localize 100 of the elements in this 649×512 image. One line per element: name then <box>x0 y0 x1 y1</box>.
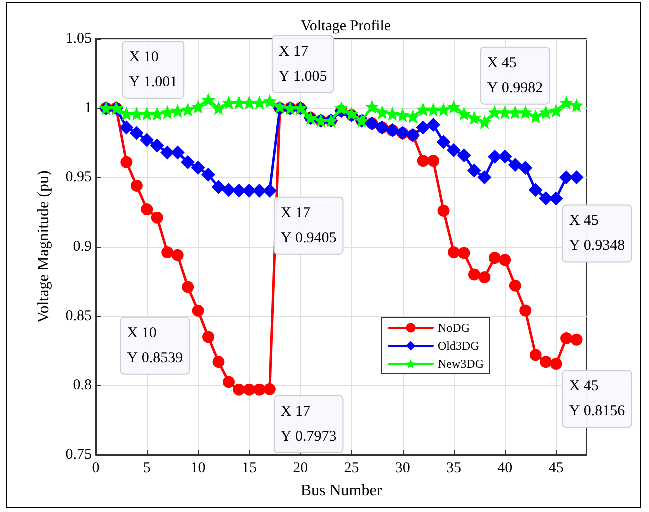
point <box>212 101 226 116</box>
point <box>232 184 246 198</box>
point <box>151 212 164 224</box>
annotation: X 10 Y 0.8539 <box>127 325 184 366</box>
legend-label: New3DG <box>438 357 484 371</box>
point <box>262 184 277 198</box>
point <box>467 164 482 178</box>
annotation: X 17 Y 0.9405 <box>280 205 337 246</box>
point <box>498 105 512 120</box>
point <box>488 252 501 264</box>
point <box>458 247 470 260</box>
point <box>417 155 430 168</box>
annotation: X 45 Y 0.8156 <box>569 378 626 420</box>
point <box>416 102 430 117</box>
point <box>150 138 164 153</box>
annotation: X 45 Y 0.9982 <box>487 55 544 96</box>
point <box>222 183 236 198</box>
point <box>488 105 502 120</box>
x-tick-label: 20 <box>293 460 308 476</box>
x-tick-label: 40 <box>498 460 513 476</box>
point <box>416 120 430 135</box>
legend-label: Old3DG <box>438 339 480 353</box>
point <box>560 170 574 185</box>
point <box>130 106 144 121</box>
point <box>438 204 450 217</box>
point <box>192 304 204 317</box>
point <box>436 102 451 117</box>
y-tick-label: 0.8 <box>73 378 92 394</box>
point <box>457 106 472 121</box>
x-tick-label: 25 <box>344 460 360 476</box>
x-axis-title: Bus Number <box>300 482 383 500</box>
point <box>528 110 543 124</box>
point <box>508 105 522 120</box>
point <box>120 156 133 168</box>
annotation: X 45 Y 0.9348 <box>569 213 626 254</box>
point <box>467 111 482 126</box>
point <box>141 204 154 216</box>
point <box>478 272 491 284</box>
x-tick-label: 10 <box>190 460 206 476</box>
point <box>262 94 277 108</box>
y-tick-label: 0.95 <box>66 170 92 186</box>
point <box>448 246 460 259</box>
point <box>254 384 266 396</box>
point <box>191 160 206 175</box>
point <box>202 168 216 182</box>
point <box>130 180 143 192</box>
x-tick-label: 5 <box>143 460 151 476</box>
point <box>447 143 462 158</box>
point <box>447 100 462 114</box>
point <box>140 106 154 121</box>
point <box>232 96 246 110</box>
point <box>550 358 562 370</box>
point <box>264 383 276 396</box>
point <box>468 268 480 281</box>
point <box>436 135 451 150</box>
point <box>518 160 533 175</box>
point <box>375 105 390 120</box>
point <box>172 249 184 262</box>
point <box>162 246 174 259</box>
point <box>202 93 216 108</box>
point <box>202 331 215 344</box>
x-tick-label: 0 <box>92 460 100 476</box>
point <box>549 192 564 206</box>
point <box>181 155 196 170</box>
y-tick-label: 0.85 <box>66 308 92 324</box>
x-tick-label: 15 <box>242 460 257 476</box>
y-axis-title: Voltage Magnitude (pu) <box>36 170 52 324</box>
point <box>488 150 502 164</box>
point <box>528 183 543 198</box>
legend-label: NoDG <box>438 321 470 335</box>
point <box>570 98 584 113</box>
point <box>478 170 492 185</box>
point <box>130 126 144 140</box>
point <box>426 118 441 132</box>
point <box>539 191 554 206</box>
point <box>499 254 512 266</box>
point <box>222 96 236 110</box>
point <box>428 155 440 168</box>
point <box>212 356 225 368</box>
point <box>222 376 235 388</box>
point <box>570 334 583 346</box>
point <box>457 148 472 162</box>
point <box>540 356 552 368</box>
point <box>560 332 573 345</box>
point <box>252 184 267 198</box>
point <box>242 184 256 198</box>
point <box>212 180 226 194</box>
x-tick-label: 30 <box>395 460 410 476</box>
point <box>191 100 206 114</box>
point <box>182 281 194 294</box>
point <box>570 170 584 185</box>
point <box>181 102 196 117</box>
annotation: X 17 Y 1.005 <box>278 44 328 85</box>
point <box>498 150 512 164</box>
point <box>140 133 154 148</box>
y-tick-label: 1.05 <box>66 31 92 47</box>
annotation: X 10 Y 1.001 <box>129 49 178 90</box>
y-tick-label: 1 <box>84 100 92 116</box>
point <box>530 349 542 362</box>
point <box>478 115 492 130</box>
